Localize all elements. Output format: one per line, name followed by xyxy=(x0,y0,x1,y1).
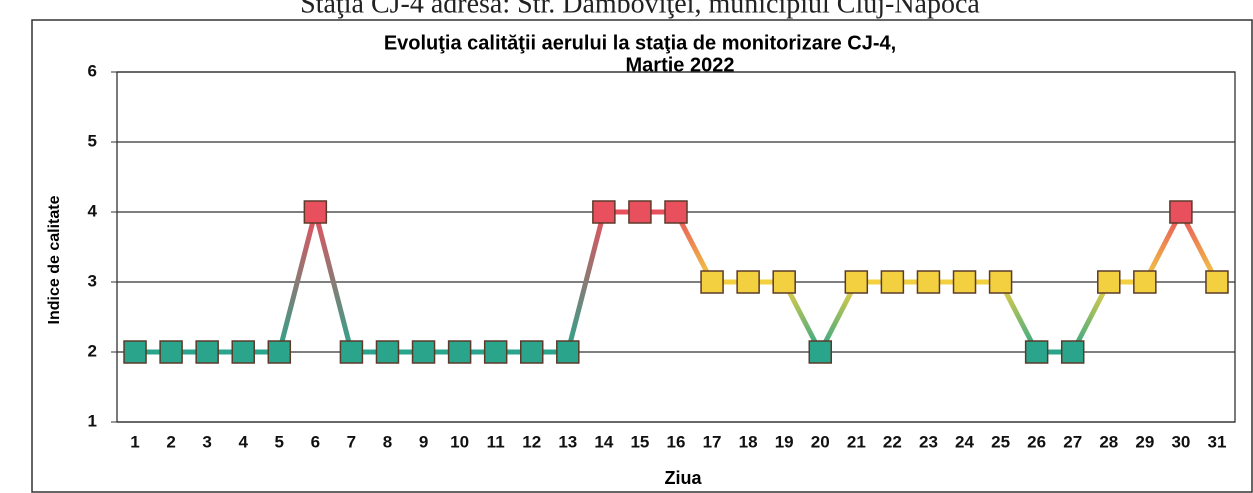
marker xyxy=(1024,340,1049,364)
marker xyxy=(1097,270,1121,294)
x-tick-label: 14 xyxy=(594,432,613,451)
x-tick-label: 8 xyxy=(383,432,392,451)
plot-frame xyxy=(116,71,1236,423)
y-tick-label: 2 xyxy=(88,341,97,360)
marker xyxy=(1133,270,1157,294)
x-tick-label: 30 xyxy=(1171,432,1190,451)
marker xyxy=(483,340,508,364)
chart-title: Evoluţia calităţii aerului la staţia de … xyxy=(384,32,896,54)
marker xyxy=(628,200,652,224)
marker xyxy=(700,270,724,294)
marker xyxy=(952,270,977,294)
x-tick-label: 11 xyxy=(487,432,505,451)
marker xyxy=(267,340,292,364)
line-segment xyxy=(312,211,354,353)
x-tick-label: 22 xyxy=(883,432,902,451)
x-tick-label: 31 xyxy=(1208,432,1227,451)
chart-frame xyxy=(31,19,1253,493)
y-axis-label: Indice de calitate xyxy=(46,195,63,324)
marker xyxy=(1060,340,1085,364)
line-segment xyxy=(565,211,607,353)
marker xyxy=(303,200,328,224)
y-tick-label: 6 xyxy=(88,61,97,80)
x-tick-label: 24 xyxy=(955,432,974,451)
chart-title: Martie 2022 xyxy=(626,54,735,76)
x-tick-label: 2 xyxy=(166,432,175,451)
marker xyxy=(519,340,544,364)
x-tick-label: 16 xyxy=(667,432,686,451)
marker xyxy=(808,340,833,364)
x-tick-label: 15 xyxy=(630,432,649,451)
x-tick-label: 23 xyxy=(919,432,938,451)
marker xyxy=(880,270,905,294)
x-tick-label: 13 xyxy=(558,432,577,451)
x-tick-label: 27 xyxy=(1063,432,1082,451)
x-tick-label: 19 xyxy=(775,432,794,451)
x-tick-label: 4 xyxy=(238,432,248,451)
y-tick-label: 3 xyxy=(88,271,97,290)
marker xyxy=(592,200,616,224)
marker xyxy=(988,270,1013,294)
marker xyxy=(159,340,183,364)
marker xyxy=(736,270,760,294)
marker xyxy=(339,340,364,364)
marker xyxy=(772,270,796,294)
x-tick-label: 12 xyxy=(522,432,541,451)
marker xyxy=(1205,270,1229,294)
marker xyxy=(195,340,219,364)
marker xyxy=(844,270,869,294)
y-tick-label: 5 xyxy=(88,131,97,150)
x-tick-label: 9 xyxy=(419,432,428,451)
x-tick-label: 20 xyxy=(811,432,830,451)
marker xyxy=(231,340,255,364)
marker xyxy=(123,340,147,364)
marker xyxy=(411,340,436,364)
marker xyxy=(1169,200,1193,224)
x-axis-label: Ziua xyxy=(664,468,702,488)
x-tick-label: 3 xyxy=(202,432,211,451)
marker xyxy=(664,200,688,224)
y-tick-label: 1 xyxy=(88,411,97,430)
x-tick-label: 29 xyxy=(1135,432,1154,451)
y-tick-label: 4 xyxy=(88,201,98,220)
marker xyxy=(447,340,472,364)
x-tick-label: 5 xyxy=(275,432,284,451)
x-tick-label: 7 xyxy=(347,432,356,451)
x-tick-label: 17 xyxy=(703,432,722,451)
x-tick-label: 18 xyxy=(739,432,758,451)
x-tick-label: 1 xyxy=(130,432,139,451)
page-header: Staţia CJ-4 adresa: Str. Dâmboviţei, mun… xyxy=(300,0,980,19)
x-tick-label: 26 xyxy=(1027,432,1046,451)
marker xyxy=(375,340,400,364)
x-tick-label: 6 xyxy=(311,432,320,451)
x-tick-label: 10 xyxy=(450,432,469,451)
x-tick-label: 21 xyxy=(847,432,866,451)
x-tick-label: 28 xyxy=(1099,432,1118,451)
line-segment xyxy=(276,211,318,353)
x-tick-label: 25 xyxy=(991,432,1010,451)
marker xyxy=(916,270,941,294)
marker xyxy=(556,340,580,364)
